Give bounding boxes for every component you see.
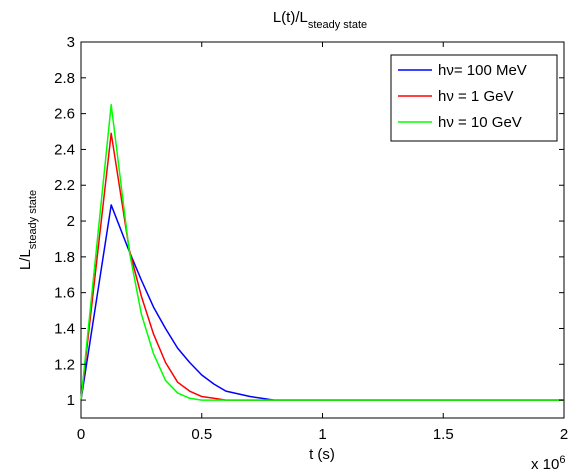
- x-tick-label: 1.5: [433, 426, 454, 443]
- x-tick-label: 2: [560, 426, 568, 443]
- legend-label-3: hν = 10 GeV: [438, 114, 522, 131]
- legend-entries: hν= 100 MeV hν = 1 GeV hν = 10 GeV: [398, 62, 527, 131]
- x-tick-label: 0.5: [191, 426, 212, 443]
- y-axis-label: L/Lsteady state: [17, 190, 39, 270]
- y-axis-ticks: 1 1.2 1.4 1.6 1.8 2 2.2 2.4 2.6 2.8 3: [54, 34, 564, 409]
- y-tick-label: 3: [67, 34, 75, 51]
- y-tick-label: 1.8: [54, 249, 75, 266]
- y-tick-label: 2.2: [54, 177, 75, 194]
- x-axis-label: t (s): [309, 446, 335, 463]
- y-tick-label: 2.8: [54, 70, 75, 87]
- x-tick-label: 1: [318, 426, 326, 443]
- y-tick-label: 2.6: [54, 106, 75, 123]
- legend-label-1: hν= 100 MeV: [438, 62, 527, 79]
- y-tick-label: 1.4: [54, 320, 75, 337]
- series-group: [80, 103, 564, 401]
- y-tick-label: 1.2: [54, 356, 75, 373]
- series-line-3: [80, 103, 564, 401]
- x-axis-multiplier: x 106: [531, 454, 565, 473]
- y-tick-label: 1: [67, 392, 75, 409]
- y-tick-label: 2.4: [54, 141, 75, 158]
- legend: hν= 100 MeV hν = 1 GeV hν = 10 GeV: [390, 54, 558, 142]
- x-axis-ticks: 0 0.5 1 1.5 2: [77, 42, 568, 443]
- legend-label-2: hν = 1 GeV: [438, 88, 513, 105]
- chart-title: L(t)/Lsteady state: [273, 9, 367, 31]
- y-tick-label: 2: [67, 213, 75, 230]
- x-tick-label: 0: [77, 426, 85, 443]
- y-tick-label: 1.6: [54, 285, 75, 302]
